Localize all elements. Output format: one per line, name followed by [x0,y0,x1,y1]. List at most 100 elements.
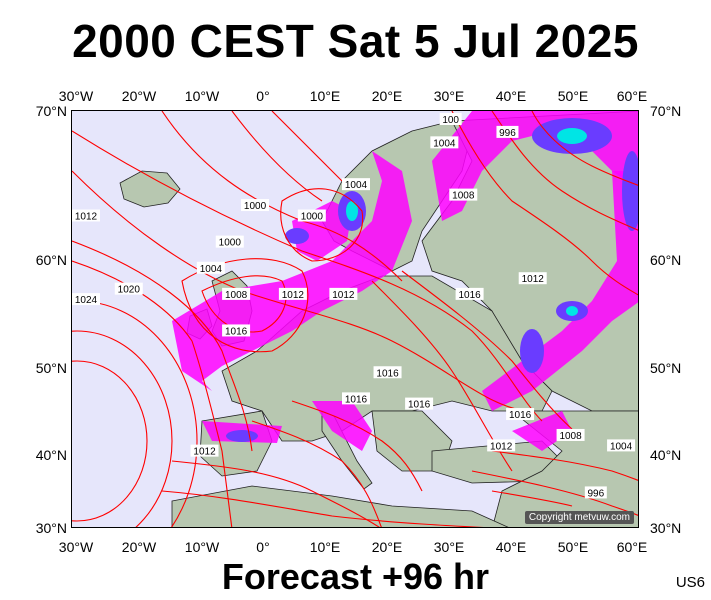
precip-core [346,201,358,221]
model-tag: US6 [675,574,705,591]
precip-core [520,329,544,373]
isobar-line [531,111,638,186]
map-canvas: 1000 1000 1000 1004 1004 1004 1008 1008 1008 1012… [72,111,638,527]
isobar-line [271,111,343,182]
lon-label: 10°E [309,539,341,555]
isobar-label-box [222,287,251,300]
lat-label: 60°N [35,252,67,268]
isobar-label-box [439,113,462,125]
lon-label: 20°W [121,539,157,555]
isobar-label: 1000 [215,235,244,249]
isobar-value: 1008 [452,191,475,202]
isobar-value: 1016 [345,394,368,405]
isobar-label: 1012 [278,287,307,301]
isobar-value: 1012 [282,290,305,301]
isobar-value: 1020 [118,285,141,296]
precip-core [285,228,309,244]
lat-label: 30°N [650,520,682,536]
lon-label: 30°E [433,539,465,555]
isobar-value: 1012 [490,441,513,452]
isobar-label: 1016 [222,324,251,337]
isobar-line [471,470,638,516]
isobar-label-box [405,397,434,410]
lon-label: 30°W [58,88,94,104]
isobar-value: 996 [587,488,604,499]
isobar-value: 1000 [244,201,267,212]
lat-label: 30°N [35,520,67,536]
isobar-line [72,170,533,412]
isobar-label-box [72,293,100,306]
isobar-label: 996 [496,125,519,139]
isobar-label: 1004 [196,261,225,275]
isobar-value: 1008 [559,431,582,442]
lat-label: 70°N [35,103,67,119]
isobar-line [491,490,573,507]
isobar-value: 1012 [193,447,216,458]
precip-core [566,306,578,316]
lon-label: 50°E [557,539,589,555]
precip-core [557,128,587,144]
isobar-value: 1004 [433,138,456,149]
lon-label: 20°W [121,88,157,104]
isobar-label: 1004 [430,136,459,149]
isobar-label: 100 [439,113,462,126]
isobar-label: 1012 [329,287,358,301]
isobar-label: 1020 [114,282,143,296]
lat-label: 60°N [650,252,682,268]
chart-title: 2000 CEST Sat 5 Jul 2025 [72,15,639,67]
isobar-label-box [278,287,307,300]
isobar-label-box [222,324,251,337]
isobar-line [251,420,382,527]
lon-label: 30°E [433,88,465,104]
isobar-label: 1016 [506,408,535,421]
isobar-labels: 1000 1000 1000 1004 1004 1004 1008 1008 1008 1012… [72,113,636,499]
lat-label: 70°N [650,103,682,119]
weather-map[interactable]: 1000 1000 1000 1004 1004 1004 1008 1008 1008 1012… [71,110,639,528]
isobar-label-box [72,209,100,222]
isobar-line [451,111,638,296]
isobar-line [72,130,543,422]
isobar-label-box [496,125,519,138]
lon-label: 0° [256,539,270,555]
isobar-label: 1008 [449,188,478,202]
land-iberia [199,410,273,477]
isobar-label-box [215,235,244,248]
lon-label: 60°E [616,88,648,104]
isobar-value: 1016 [225,326,248,337]
lat-label: 50°N [650,360,682,376]
isobar-value: 1016 [509,410,532,421]
isobar-label-box [584,486,607,499]
isobar-line [231,111,323,202]
lon-label: 10°W [184,88,220,104]
isobar-label-box [455,287,484,300]
isobar-layer [72,111,638,527]
isobar-value: 1000 [301,212,324,223]
isobar-line [491,450,638,481]
isobar-line [72,360,148,522]
isobar-label-box [607,439,636,452]
isobar-label-box [506,408,535,421]
isobar-value: 100 [442,115,459,126]
isobar-line [72,330,173,527]
isobar-label-box [329,287,358,300]
isobar-label-box [196,261,225,274]
isobar-label: 1016 [373,366,402,379]
isobar-label: 1012 [518,272,547,285]
isobar-label-box [342,178,370,191]
isobar-label-box [487,439,516,452]
lon-label: 20°E [371,539,403,555]
isobar-line [280,188,364,262]
isobar-line [72,240,253,452]
isobar-label: 1012 [487,439,516,452]
isobar-label: 1004 [342,178,370,191]
isobar-label-box [114,282,143,295]
precip-core [622,151,638,231]
isobar-label: 1012 [72,209,100,223]
isobar-label: 1000 [297,209,326,223]
lat-label: 40°N [35,447,67,463]
isobar-line [161,490,484,527]
isobar-value: 996 [499,128,516,139]
isobar-label-box [373,366,402,379]
lat-label: 50°N [35,360,67,376]
isobar-label: 1004 [607,439,636,452]
